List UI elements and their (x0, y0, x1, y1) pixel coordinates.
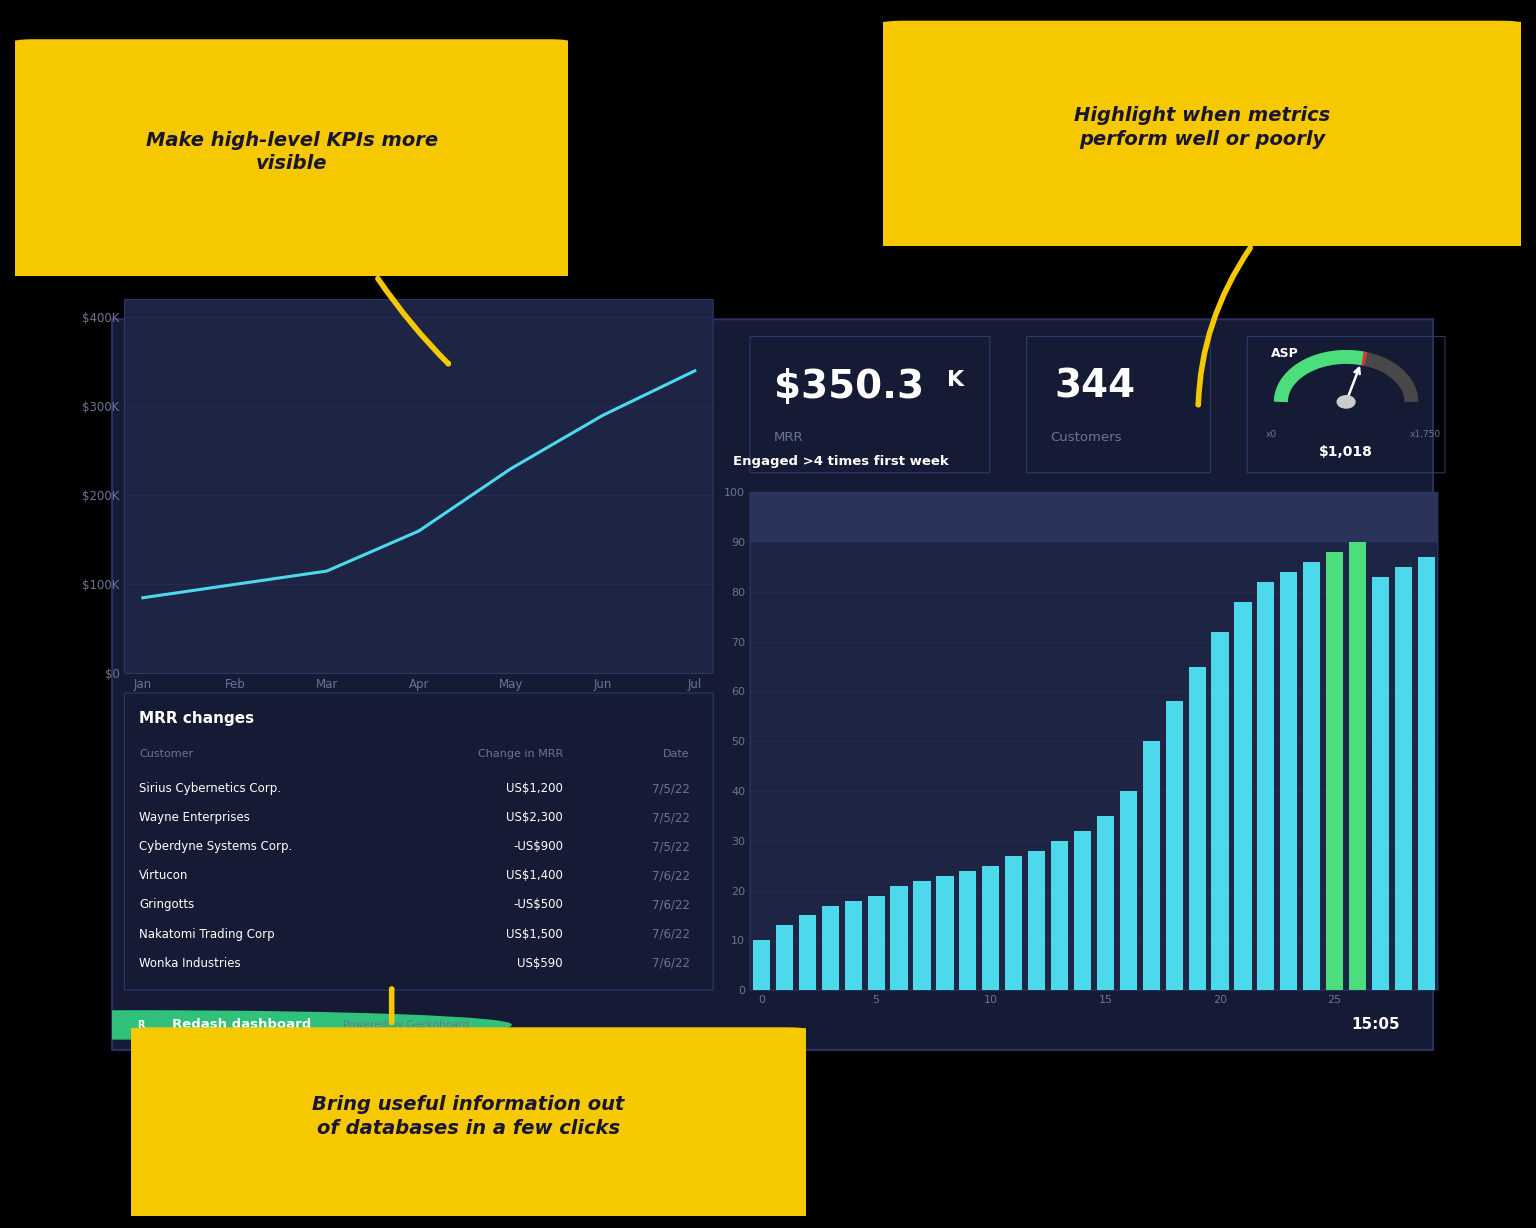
Bar (1097, 815, 1114, 990)
Bar (868, 895, 885, 990)
Bar (1028, 851, 1044, 990)
Text: K: K (946, 370, 963, 391)
Text: x0: x0 (1266, 430, 1276, 440)
Text: Wayne Enterprises: Wayne Enterprises (140, 812, 250, 824)
Bar (937, 876, 954, 990)
Bar (845, 900, 862, 990)
Bar (1189, 667, 1206, 990)
Text: Nakatomi Trading Corp: Nakatomi Trading Corp (140, 927, 275, 941)
Bar (1143, 742, 1160, 990)
Bar (1051, 841, 1068, 990)
Text: 344: 344 (1054, 368, 1135, 406)
Bar (1395, 567, 1412, 990)
Bar (1212, 631, 1229, 990)
Bar (1258, 582, 1275, 990)
Text: 7/6/22: 7/6/22 (651, 957, 690, 970)
Text: Bring useful information out
of databases in a few clicks: Bring useful information out of database… (312, 1095, 625, 1138)
Text: US$1,400: US$1,400 (507, 869, 564, 883)
Text: 7/6/22: 7/6/22 (651, 899, 690, 911)
Text: Gringotts: Gringotts (140, 899, 195, 911)
Bar (1372, 577, 1389, 990)
Text: ASP: ASP (1270, 348, 1299, 360)
Text: Customers: Customers (1051, 431, 1121, 443)
Bar (982, 866, 1000, 990)
Text: Sirius Cybernetics Corp.: Sirius Cybernetics Corp. (140, 782, 281, 796)
Text: MRR changes: MRR changes (140, 711, 255, 726)
Text: Highlight when metrics
perform well or poorly: Highlight when metrics perform well or p… (1074, 106, 1330, 149)
Text: 7/6/22: 7/6/22 (651, 869, 690, 883)
FancyBboxPatch shape (112, 319, 1433, 1050)
Bar (1120, 791, 1137, 990)
Text: Change in MRR: Change in MRR (478, 749, 564, 759)
Text: 7/5/22: 7/5/22 (651, 840, 690, 853)
Bar (1074, 831, 1091, 990)
Circle shape (1338, 395, 1355, 408)
Text: Powered by Geckoboard: Powered by Geckoboard (343, 1020, 470, 1030)
Bar (1235, 602, 1252, 990)
Text: US$1,500: US$1,500 (507, 927, 564, 941)
Bar (1326, 553, 1344, 990)
Text: -US$500: -US$500 (513, 899, 564, 911)
Text: x1,750: x1,750 (1410, 430, 1441, 440)
Text: -US$900: -US$900 (513, 840, 564, 853)
Text: MRR: MRR (83, 262, 121, 276)
Bar (1005, 856, 1023, 990)
Text: Engaged >4 times first week: Engaged >4 times first week (733, 456, 949, 468)
Text: Redash dashboard: Redash dashboard (172, 1018, 310, 1032)
Text: Customer: Customer (140, 749, 194, 759)
FancyBboxPatch shape (111, 1028, 826, 1218)
Bar (1418, 558, 1435, 990)
Bar (891, 885, 908, 990)
Text: Cyberdyne Systems Corp.: Cyberdyne Systems Corp. (140, 840, 292, 853)
Text: US$1,200: US$1,200 (507, 782, 564, 796)
Bar (799, 915, 816, 990)
Text: 15:05: 15:05 (1352, 1018, 1399, 1033)
Bar (1279, 572, 1298, 990)
Bar (753, 941, 770, 990)
FancyBboxPatch shape (0, 39, 585, 279)
Text: $1,018: $1,018 (1319, 445, 1373, 459)
Text: Wonka Industries: Wonka Industries (140, 957, 241, 970)
Text: US$590: US$590 (518, 957, 564, 970)
Bar (822, 905, 839, 990)
Text: MRR: MRR (774, 431, 803, 443)
Text: R: R (137, 1020, 144, 1030)
Text: $350.3: $350.3 (774, 368, 925, 406)
Bar (1303, 562, 1321, 990)
Text: Date: Date (664, 749, 690, 759)
Text: US$2,300: US$2,300 (507, 812, 564, 824)
Bar (1349, 543, 1366, 990)
Text: Make high-level KPIs more
visible: Make high-level KPIs more visible (146, 130, 438, 173)
Text: 7/5/22: 7/5/22 (651, 812, 690, 824)
Bar (1166, 701, 1183, 990)
Circle shape (0, 1011, 511, 1039)
Bar (960, 871, 977, 990)
Text: 7/6/22: 7/6/22 (651, 927, 690, 941)
Bar (776, 926, 793, 990)
Text: 7/5/22: 7/5/22 (651, 782, 690, 796)
Bar (914, 880, 931, 990)
Bar (750, 492, 1438, 543)
FancyBboxPatch shape (865, 21, 1536, 248)
Text: Virtucon: Virtucon (140, 869, 189, 883)
